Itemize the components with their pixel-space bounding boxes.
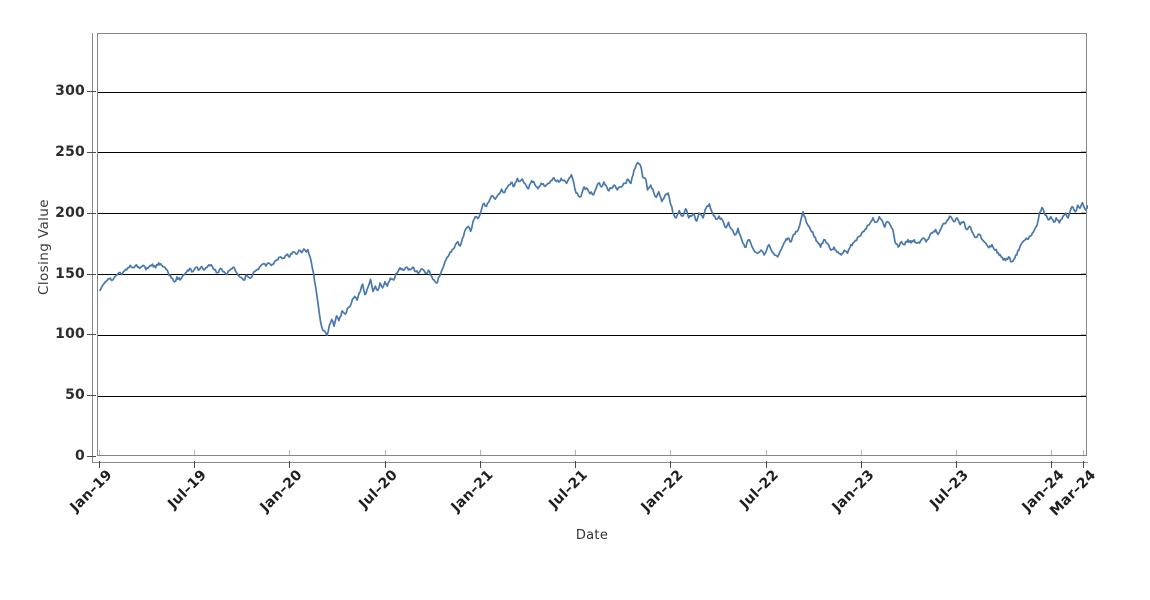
x-inner-tick [861,450,862,455]
y-tick-label: 50 [65,387,85,403]
right-tick [1081,91,1086,92]
x-inner-tick [766,450,767,455]
x-tick [670,461,671,468]
right-tick [1081,395,1086,396]
x-tick [99,461,100,468]
x-tick-label: Jan–21 [448,467,497,516]
y-grid-line [98,92,1086,93]
right-tick [1081,151,1086,152]
x-tick [289,461,290,468]
x-tick [1051,461,1052,468]
x-tick-label: Jan–22 [638,467,687,516]
y-tick-label: 100 [55,326,85,342]
y-tick-label: 300 [55,83,85,99]
y-tick [87,456,96,457]
x-axis-line [92,462,1088,463]
x-tick [766,461,767,468]
y-grid-line [98,274,1086,275]
x-inner-tick [575,450,576,455]
x-tick-label: Jul–20 [356,467,402,513]
right-tick [1081,273,1086,274]
y-grid-line [98,152,1086,153]
x-inner-tick [194,450,195,455]
y-tick [87,213,96,214]
y-grid-line [98,396,1086,397]
x-inner-tick [99,450,100,455]
x-tick-label: Jan–20 [257,467,306,516]
y-tick-label: 250 [55,144,85,160]
y-tick [87,152,96,153]
y-grid-line [98,213,1086,214]
series-line-canvas [99,161,1088,337]
x-inner-tick [385,450,386,455]
x-inner-tick [956,450,957,455]
x-tick [480,461,481,468]
x-inner-tick [1051,450,1052,455]
y-tick-label: 0 [75,448,85,464]
x-tick-label: Jul–23 [927,467,973,513]
x-tick [385,461,386,468]
x-tick-label: Jul–19 [165,467,211,513]
right-tick [1081,334,1086,335]
y-tick-label: 200 [55,205,85,221]
x-axis-title: Date [575,528,609,543]
x-tick-label: Jan–23 [829,467,878,516]
y-tick [87,334,96,335]
closing-value-line [99,161,1088,337]
plot-area [97,33,1088,456]
y-tick [87,274,96,275]
y-axis-title: Closing Value [36,199,52,295]
x-tick [956,461,957,468]
x-tick [575,461,576,468]
x-inner-tick [480,450,481,455]
right-tick [1081,212,1086,213]
y-tick [87,91,96,92]
y-grid-line [98,335,1086,336]
x-tick [861,461,862,468]
y-tick-label: 150 [55,266,85,282]
x-tick-label: Jan–19 [67,467,116,516]
x-inner-tick [289,450,290,455]
y-axis-line [92,33,93,463]
x-tick-label: Jul–21 [546,467,592,513]
x-tick-label: Jul–22 [737,467,783,513]
x-tick [1083,461,1084,468]
y-tick [87,395,96,396]
x-inner-tick [670,450,671,455]
x-tick [194,461,195,468]
x-inner-tick [1083,450,1084,455]
